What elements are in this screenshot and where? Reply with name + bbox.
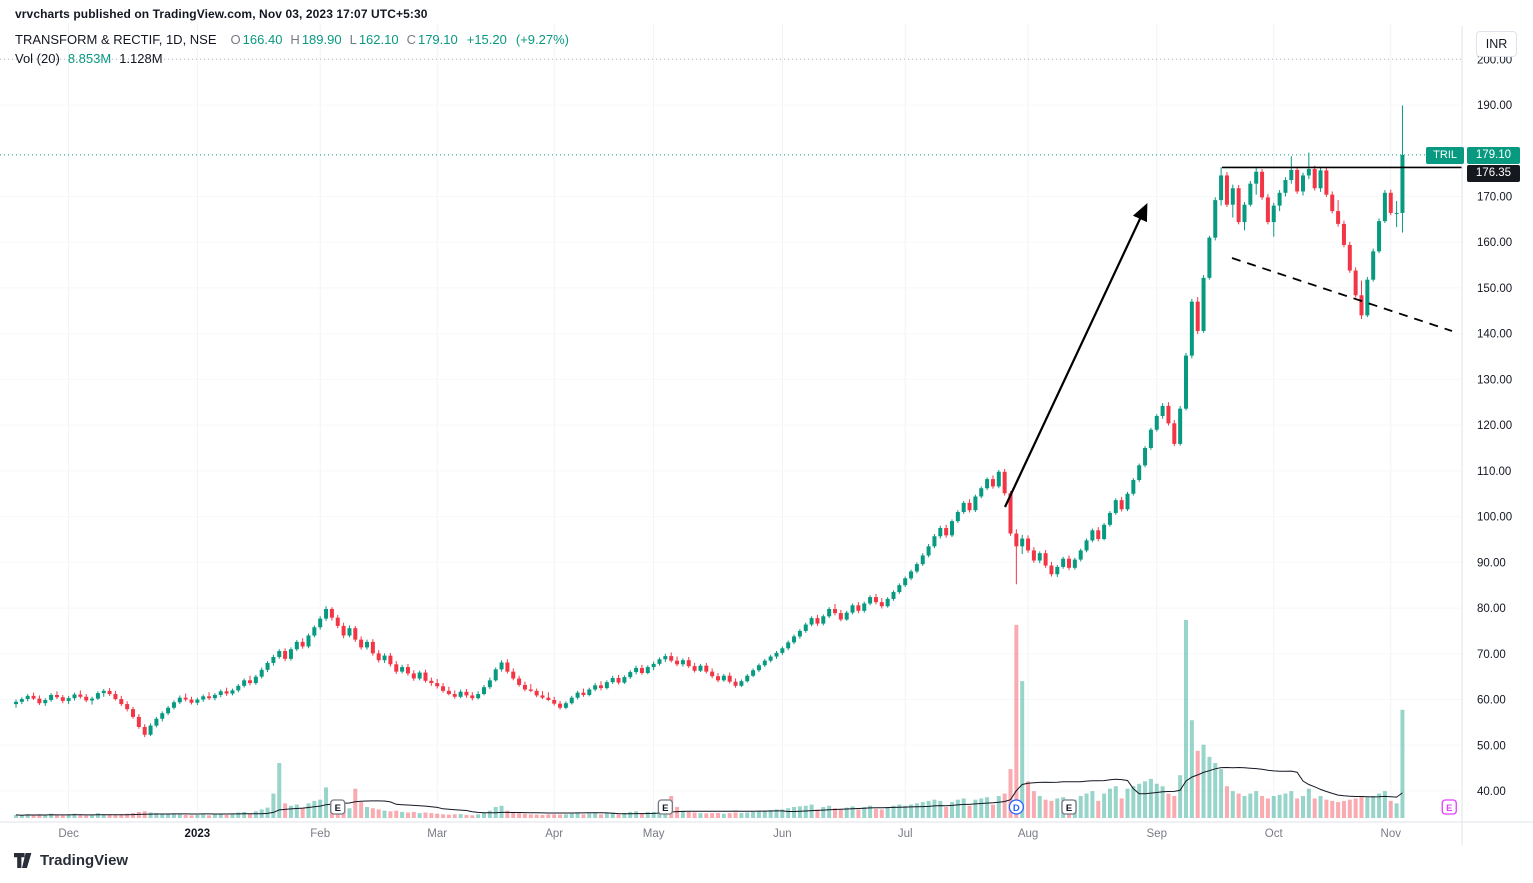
price-axis-label: 120.00 (1477, 420, 1512, 432)
grid-lines (0, 24, 1462, 822)
price-axis-label: 100.00 (1477, 512, 1512, 524)
tradingview-logo-icon (14, 852, 32, 868)
tradingview-wordmark: TradingView (40, 852, 129, 869)
price-axis-label: 130.00 (1477, 374, 1512, 386)
dividend-marker[interactable] (1008, 799, 1024, 815)
close-value: 179.10 (417, 32, 458, 47)
time-axis-label: Sep (1147, 828, 1167, 840)
currency-button[interactable]: INR (1476, 31, 1517, 57)
high-value: 189.90 (301, 32, 342, 47)
earnings-marker[interactable] (330, 799, 346, 815)
open-value: 166.40 (242, 32, 283, 47)
price-axis-label: 90.00 (1477, 557, 1506, 569)
price-axis-label: 200.00 (1477, 54, 1512, 66)
axes[interactable]: 200.00 190.00 170.00 160.00 150.00 140.00 130.… (0, 26, 1533, 845)
volume-legend: Vol (20) 8.853M 1.128M (15, 51, 163, 66)
time-axis-label: Feb (310, 828, 330, 840)
price-axis-label: 40.00 (1477, 786, 1506, 798)
symbol-title[interactable]: TRANSFORM & RECTIF, 1D, NSE (15, 32, 217, 47)
volume-bars (14, 620, 1405, 818)
price-axis-label: 190.00 (1477, 100, 1512, 112)
price-axis-label: 140.00 (1477, 329, 1512, 341)
time-axis-label: Mar (427, 828, 447, 840)
time-axis-label: Aug (1018, 828, 1038, 840)
earnings-marker[interactable] (657, 799, 673, 815)
price-axis-label: 60.00 (1477, 695, 1506, 707)
volume-ma-value: 1.128M (119, 51, 163, 66)
price-axis-label: 170.00 (1477, 191, 1512, 203)
chart-legend: TRANSFORM & RECTIF, 1D, NSE O 166.40 H 189.9… (15, 32, 569, 47)
open-label: O (230, 32, 241, 47)
earnings-marker[interactable] (1061, 799, 1077, 815)
time-axis-label: May (643, 828, 665, 840)
price-axis-label: 50.00 (1477, 740, 1506, 752)
svg-text:E: E (335, 803, 341, 814)
time-axis-label: Dec (58, 828, 79, 840)
svg-text:D: D (1013, 803, 1020, 814)
svg-text:E: E (662, 803, 668, 814)
attribution-text: vrvcharts published on TradingView.com, … (15, 7, 428, 21)
time-axis-label: Oct (1265, 828, 1284, 840)
candles (14, 105, 1405, 816)
price-axis-label: 160.00 (1477, 237, 1512, 249)
volume-value: 8.853M (67, 51, 112, 66)
footer-brand[interactable]: TradingView (14, 852, 128, 869)
time-axis-label: 2023 (185, 828, 211, 840)
time-axis-label: Jul (898, 828, 913, 840)
low-value: 162.10 (358, 32, 399, 47)
svg-text:E: E (1446, 803, 1452, 814)
last-price-badge: 179.10 (1467, 147, 1520, 164)
annotations[interactable] (1004, 166, 1462, 508)
price-axis-label: 110.00 (1477, 466, 1511, 478)
volume-label[interactable]: Vol (20) (15, 51, 60, 66)
svg-text:E: E (1066, 803, 1072, 814)
close-label: C (406, 32, 416, 47)
high-label: H (290, 32, 300, 47)
earnings-marker[interactable] (1441, 799, 1457, 815)
price-axis-label: 70.00 (1477, 649, 1506, 661)
time-axis-label: Jun (773, 828, 792, 840)
time-axis-label: Apr (545, 828, 563, 840)
dashed-trendline (1231, 257, 1453, 332)
level-price-badge: 176.35 (1467, 165, 1520, 182)
last-price-symbol-tag: TRIL (1426, 147, 1464, 164)
volume-ma-line (15, 766, 1403, 816)
change-percent: (+9.27%) (515, 32, 569, 47)
low-label: L (349, 32, 357, 47)
price-axis-label: 150.00 (1477, 283, 1512, 295)
price-axis-label: 80.00 (1477, 603, 1506, 615)
change-value: +15.20 (466, 32, 507, 47)
trend-arrow (1004, 203, 1148, 508)
time-axis-label: Nov (1381, 828, 1402, 840)
